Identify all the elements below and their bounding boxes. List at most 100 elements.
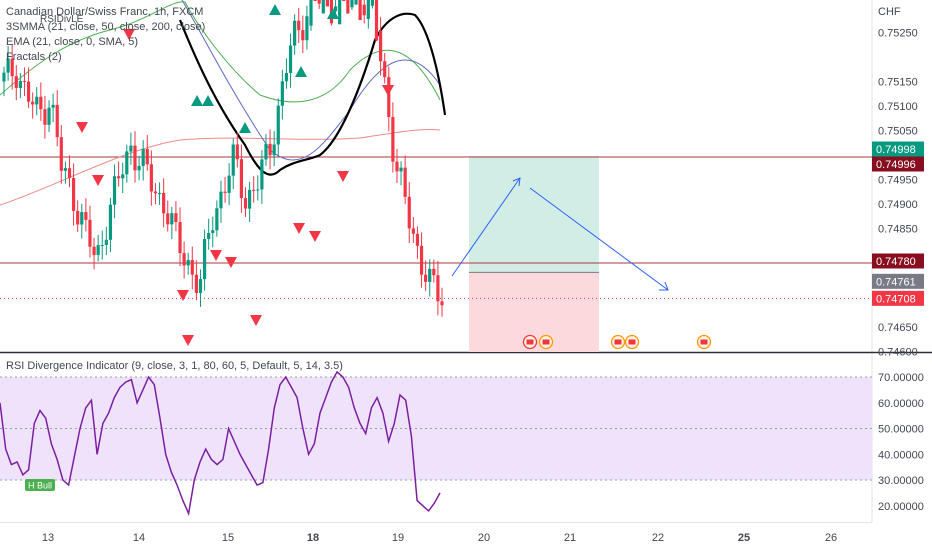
fractal-down-2 <box>123 29 135 40</box>
time-tick-label: 19 <box>392 532 404 544</box>
candle-body <box>309 0 313 26</box>
symbol-title[interactable]: Canadian Dollar/Swiss Franc, 1h, FXCM <box>6 6 204 18</box>
time-tick-label: 18 <box>307 532 319 544</box>
event-flag-icon-mark <box>526 339 534 345</box>
fractal-up-3 <box>202 95 214 106</box>
candle-body <box>96 245 100 256</box>
price-tick-label: 0.75250 <box>878 27 918 39</box>
candle-body <box>407 196 411 229</box>
price-tag <box>872 290 924 306</box>
legend: Canadian Dollar/Swiss Franc, 1h, FXCM 3S… <box>6 5 205 65</box>
candle-body <box>374 0 379 41</box>
candle-body <box>104 239 108 245</box>
candle-body <box>170 213 174 225</box>
fractal-up-2 <box>191 95 203 106</box>
candle-body <box>145 148 149 165</box>
fractal-down-10 <box>182 335 194 346</box>
price-tag <box>872 273 924 289</box>
rsi-title[interactable]: RSI Divergence Indicator (9, close, 3, 1… <box>6 360 343 372</box>
price-tag <box>872 253 924 269</box>
candle-body <box>395 161 399 172</box>
candle-body <box>149 164 153 192</box>
rsi-series-line <box>0 370 441 517</box>
candle-body <box>276 105 280 145</box>
candle-body <box>80 212 84 225</box>
candle-body <box>248 189 252 209</box>
fractal-down-9 <box>337 171 349 182</box>
candle-body <box>391 116 395 162</box>
event-flag-icon-mark <box>700 339 708 345</box>
candle-body <box>190 260 194 275</box>
event-flag-icon-mark <box>628 339 636 345</box>
price-tag-label: 0.74708 <box>876 293 916 305</box>
fractal-down-3 <box>177 290 189 301</box>
candle-body <box>301 30 305 41</box>
fractal-up-1 <box>327 8 339 19</box>
legend-fractals[interactable]: Fractals (2) <box>6 51 62 63</box>
legend-ema[interactable]: EMA (21, close, 0, SMA, 5) <box>6 36 139 48</box>
candle-body <box>207 233 211 239</box>
candle-body <box>256 189 260 191</box>
candle-body <box>55 104 59 138</box>
candle-body <box>305 16 309 41</box>
candle-body <box>162 192 166 214</box>
rsi-tick-label: 50.00000 <box>878 424 924 436</box>
candle-body <box>117 176 121 179</box>
candle-body <box>264 143 268 160</box>
candle-body <box>67 168 72 179</box>
candle-body <box>178 222 182 254</box>
candle-body <box>202 238 207 280</box>
candle-body <box>18 80 22 88</box>
candle-body <box>338 0 342 25</box>
candle-body <box>14 76 18 88</box>
candle-body <box>6 58 10 73</box>
rsi-tick-label: 20.00000 <box>878 501 924 513</box>
price-axis-currency: CHF <box>878 6 901 18</box>
candle-body <box>88 219 92 247</box>
candle-body <box>108 204 113 240</box>
price-tick-label: 0.74900 <box>878 199 918 211</box>
candle-body <box>399 167 403 172</box>
time-tick-label: 20 <box>478 532 490 544</box>
time-tick-label: 26 <box>825 532 837 544</box>
candle-body <box>297 20 301 31</box>
event-flag-icon-mark <box>542 339 550 345</box>
price-tag-label: 0.74761 <box>876 276 916 288</box>
candle-body <box>366 0 370 19</box>
candle-body <box>428 268 432 282</box>
candle-body <box>333 6 338 12</box>
candle-body <box>219 191 223 209</box>
rsi-tick-label: 70.00000 <box>878 372 924 384</box>
candle-body <box>26 81 31 102</box>
candle-body <box>223 191 227 193</box>
candle-body <box>321 0 325 14</box>
legend-smma[interactable]: 3SMMA (21, close, 50, close, 200, close) <box>6 21 206 33</box>
candle-body <box>215 208 219 231</box>
candle-body <box>436 275 440 302</box>
projection-up-arrowhead <box>512 177 521 187</box>
sma-50-line <box>0 1 441 103</box>
time-tick-label: 21 <box>564 532 576 544</box>
fractal-down-7 <box>293 223 305 234</box>
rsi-tick-label: 30.00000 <box>878 475 924 487</box>
ema-21-line <box>181 0 441 161</box>
fractal-down-6 <box>250 315 262 326</box>
time-tick-label: 14 <box>133 532 145 544</box>
candle-body <box>383 61 387 78</box>
candle-body <box>112 176 117 205</box>
fractal-up-4 <box>239 122 251 133</box>
candle-body <box>272 144 276 156</box>
candle-body <box>100 244 104 246</box>
candle-body <box>121 174 125 179</box>
candle-body <box>227 175 231 193</box>
candle-body <box>432 268 436 276</box>
time-tick-label: 13 <box>42 532 54 544</box>
candle-body <box>415 233 420 246</box>
candle-body <box>211 230 215 234</box>
rsi-bull-marker-label: H Bull <box>28 481 52 491</box>
price-tag-label: 0.74998 <box>876 144 916 156</box>
candle-body <box>231 144 235 176</box>
price-tick-label: 0.74850 <box>878 224 918 236</box>
time-tick-label: 15 <box>222 532 234 544</box>
